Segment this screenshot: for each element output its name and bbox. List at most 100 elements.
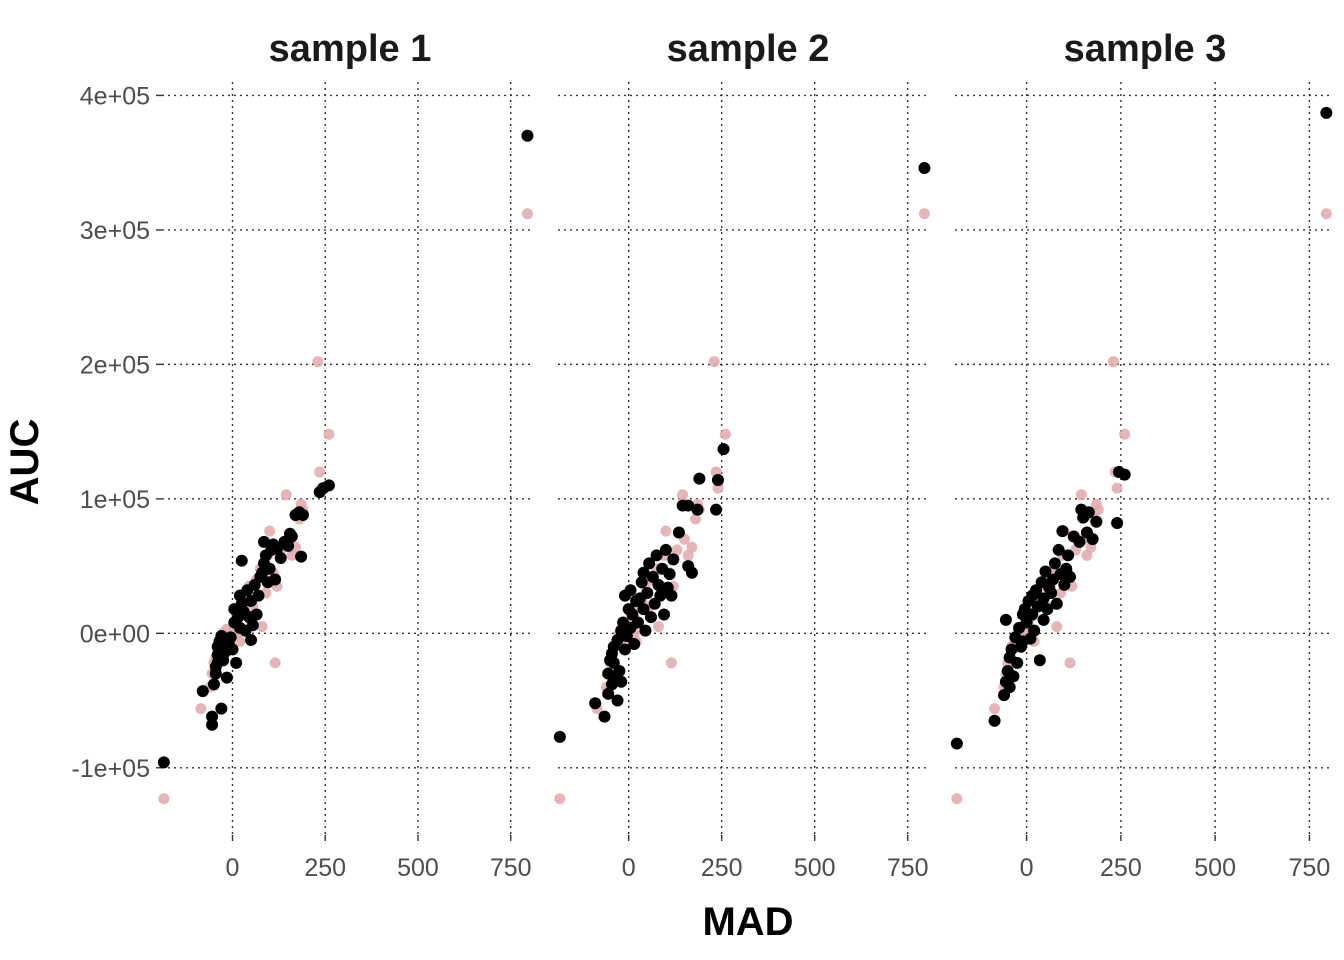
sample-point xyxy=(665,589,678,602)
reference-point xyxy=(554,793,566,805)
y-tick-label: 1e+05 xyxy=(80,486,150,514)
sample-point xyxy=(282,539,295,552)
reference-point xyxy=(1320,208,1332,220)
sample-point xyxy=(226,643,239,656)
points-layer xyxy=(157,106,1333,805)
reference-point xyxy=(665,657,677,669)
sample-point xyxy=(1039,565,1052,578)
facet-title: sample 3 xyxy=(1064,28,1227,70)
sample-point xyxy=(285,530,298,543)
sample-point xyxy=(269,573,282,586)
sample-point xyxy=(1011,656,1024,669)
reference-point xyxy=(951,793,963,805)
sample-point xyxy=(1073,535,1086,548)
reference-point xyxy=(1111,482,1123,494)
sample-point xyxy=(1037,613,1050,626)
reference-point xyxy=(686,541,698,553)
reference-point xyxy=(677,489,689,501)
y-axis-title: AUC xyxy=(3,419,47,506)
y-tick-label: -1e+05 xyxy=(71,755,150,783)
sample-point xyxy=(215,629,228,642)
sample-point xyxy=(220,671,233,684)
x-tick-label: 500 xyxy=(1194,854,1236,882)
sample-point xyxy=(1062,549,1075,562)
sample-point xyxy=(215,702,228,715)
reference-point xyxy=(671,544,683,556)
reference-point xyxy=(195,703,207,715)
sample-point xyxy=(263,562,276,575)
sample-point xyxy=(589,697,602,710)
sample-point xyxy=(641,586,654,599)
sample-point xyxy=(631,616,644,629)
x-tick-label: 500 xyxy=(397,854,439,882)
sample-point xyxy=(207,678,220,691)
sample-point xyxy=(682,499,695,512)
reference-point xyxy=(652,621,664,633)
facet-panel-1 xyxy=(157,129,534,805)
reference-point xyxy=(1051,621,1063,633)
reference-point xyxy=(1119,428,1131,440)
sample-point xyxy=(598,710,611,723)
sample-point xyxy=(717,443,730,456)
reference-point xyxy=(1092,504,1104,516)
facet-titles: sample 1 sample 2 sample 3 xyxy=(269,28,1227,70)
y-axis: -1e+05 0e+00 1e+05 2e+05 3e+05 4e+05 xyxy=(71,82,162,783)
reference-point xyxy=(918,208,930,220)
sample-point xyxy=(274,552,287,565)
sample-point xyxy=(710,503,723,516)
x-tick-label: 750 xyxy=(490,854,532,882)
sample-point xyxy=(711,474,724,487)
reference-point xyxy=(280,489,292,501)
x-tick-label: 250 xyxy=(1100,854,1142,882)
sample-point xyxy=(230,656,243,669)
y-tick-label: 3e+05 xyxy=(80,217,150,245)
sample-point xyxy=(652,578,665,591)
sample-point xyxy=(650,549,663,562)
facet-panel-3 xyxy=(950,106,1333,805)
sample-point xyxy=(1045,586,1058,599)
sample-point xyxy=(296,508,309,521)
sample-point xyxy=(918,162,931,175)
sample-point xyxy=(1111,517,1124,530)
reference-point xyxy=(234,635,246,647)
facet-panel-2 xyxy=(553,162,931,805)
sample-point xyxy=(1003,681,1016,694)
sample-point xyxy=(1118,468,1131,481)
x-tick-label: 750 xyxy=(1289,854,1331,882)
sample-point xyxy=(245,634,258,647)
reference-point xyxy=(256,621,268,633)
x-tick-label: 0 xyxy=(226,854,240,882)
reference-point xyxy=(323,428,335,440)
sample-point xyxy=(618,643,631,656)
sample-point xyxy=(1082,506,1095,519)
reference-point xyxy=(1107,356,1119,368)
sample-point xyxy=(663,568,676,581)
x-tick-label: 0 xyxy=(1020,854,1034,882)
sample-point xyxy=(1063,570,1076,583)
reference-point xyxy=(1064,657,1076,669)
sample-point xyxy=(1007,670,1020,683)
sample-point xyxy=(602,687,615,700)
sample-point xyxy=(628,638,641,651)
sample-point xyxy=(1033,654,1046,667)
sample-point xyxy=(611,694,624,707)
x-tick-label: 750 xyxy=(887,854,929,882)
sample-point xyxy=(988,714,1001,727)
sample-point xyxy=(295,550,308,563)
reference-point xyxy=(314,466,326,478)
sample-point xyxy=(1050,597,1063,610)
sample-point xyxy=(1048,557,1061,570)
sample-point xyxy=(667,553,680,566)
sample-point xyxy=(672,526,685,539)
sample-point xyxy=(1056,525,1069,538)
sample-point xyxy=(1041,603,1054,616)
sample-point xyxy=(637,603,650,616)
sample-point xyxy=(639,624,652,637)
sample-point xyxy=(659,543,672,556)
sample-point xyxy=(693,472,706,485)
sample-point xyxy=(658,608,671,621)
reference-point xyxy=(690,513,702,525)
sample-point xyxy=(1028,624,1041,637)
sample-point xyxy=(691,503,704,516)
